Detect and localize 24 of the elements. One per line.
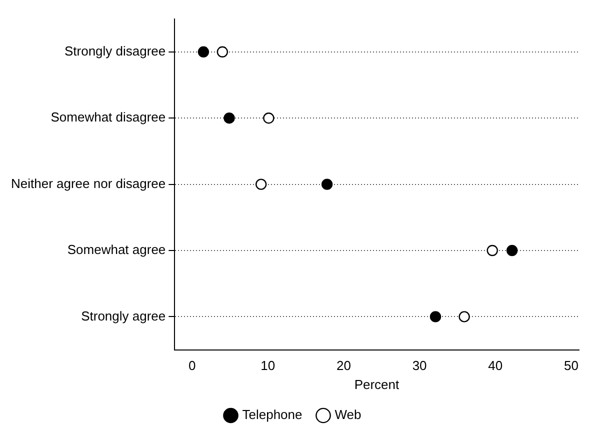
point bbox=[224, 112, 235, 124]
x-tick-label: 0 bbox=[188, 358, 196, 374]
point bbox=[486, 244, 498, 256]
y-tick-label: Somewhat disagree bbox=[50, 110, 166, 125]
point bbox=[255, 178, 267, 190]
legend-label: Telephone bbox=[242, 407, 302, 422]
y-tick-label: Strongly disagree bbox=[64, 43, 166, 58]
x-tick-label: 10 bbox=[260, 358, 276, 374]
x-tick-label: 30 bbox=[412, 358, 427, 374]
legend-label: Web bbox=[334, 407, 362, 422]
x-axis-title: Percent bbox=[354, 376, 400, 392]
x-tick-label: 50 bbox=[564, 358, 578, 374]
point bbox=[263, 112, 274, 124]
y-tick-label: Somewhat agree bbox=[67, 242, 166, 258]
y-tick-label: Strongly agree bbox=[81, 308, 166, 324]
y-tick-label: Neither agree nor disagree bbox=[10, 176, 166, 191]
point bbox=[198, 46, 210, 58]
point bbox=[216, 46, 228, 58]
x-tick-label: 40 bbox=[488, 358, 503, 374]
x-tick-label: 20 bbox=[336, 358, 351, 374]
point bbox=[321, 178, 333, 190]
point bbox=[458, 311, 470, 322]
point bbox=[430, 311, 442, 322]
point bbox=[506, 244, 518, 256]
